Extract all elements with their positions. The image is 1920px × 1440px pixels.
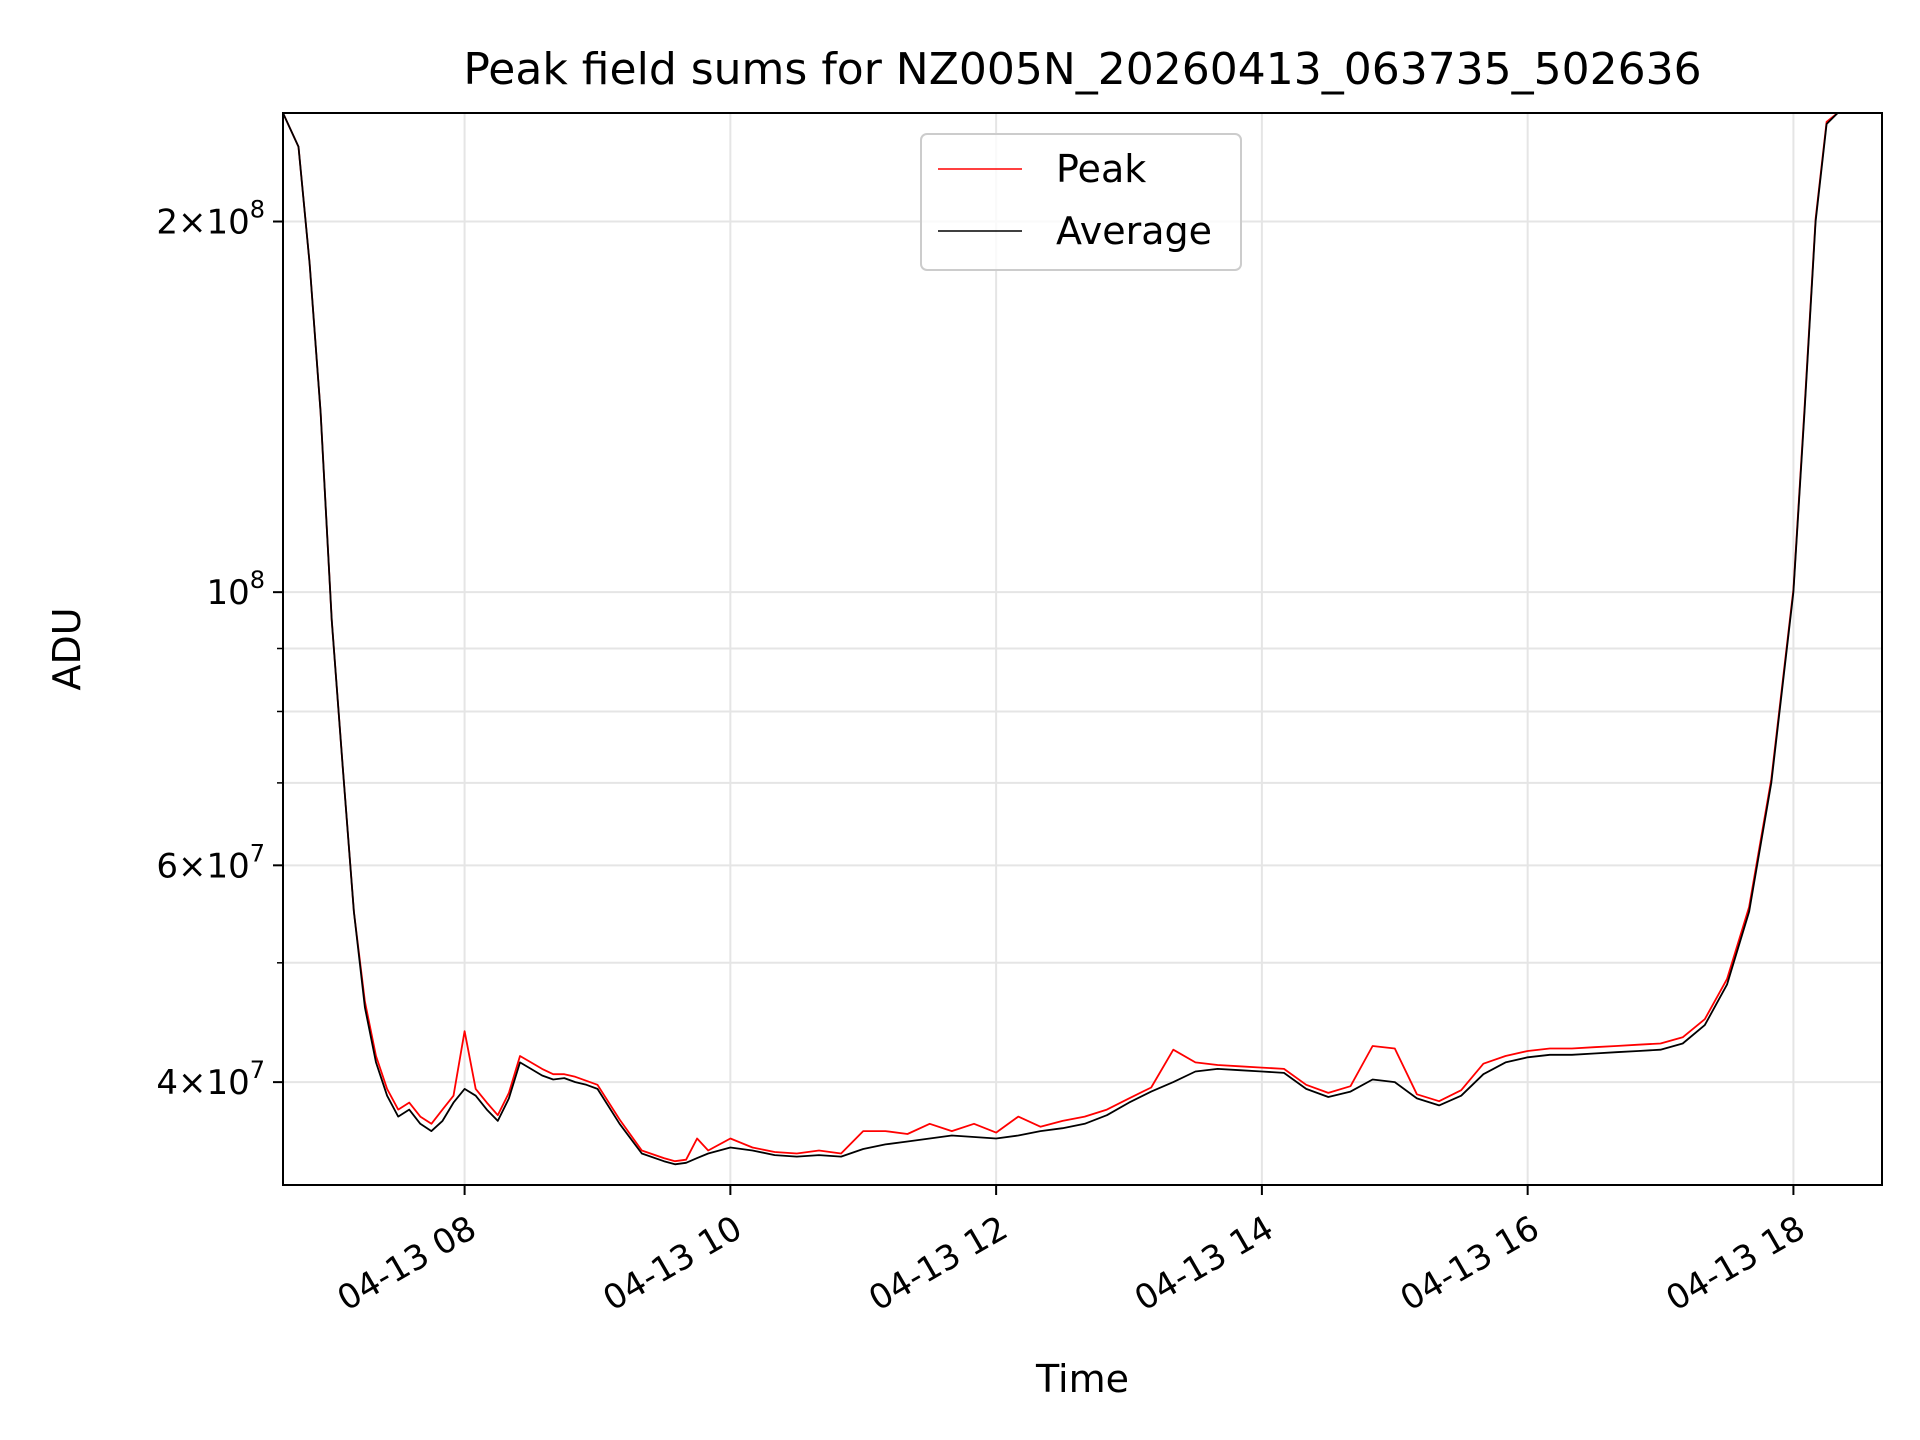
x-axis-label: Time <box>1035 1357 1129 1401</box>
legend-box <box>920 133 1242 271</box>
legend: Peak Average <box>920 133 1242 271</box>
series-line-average <box>282 112 1839 1166</box>
chart-title: Peak field sums for NZ005N_20260413_0637… <box>463 44 1701 95</box>
legend-label-average: Average <box>1056 209 1212 253</box>
y-tick-label: 108 <box>206 566 265 613</box>
y-tick-label: 2×108 <box>156 196 265 243</box>
series-line-peak <box>282 112 1839 1163</box>
data-layer <box>282 112 1839 1166</box>
y-tick-label: 6×107 <box>156 839 265 886</box>
y-axis-label: ADU <box>45 607 89 690</box>
legend-label-peak: Peak <box>1056 147 1146 191</box>
y-tick-label: 4×107 <box>156 1056 265 1103</box>
